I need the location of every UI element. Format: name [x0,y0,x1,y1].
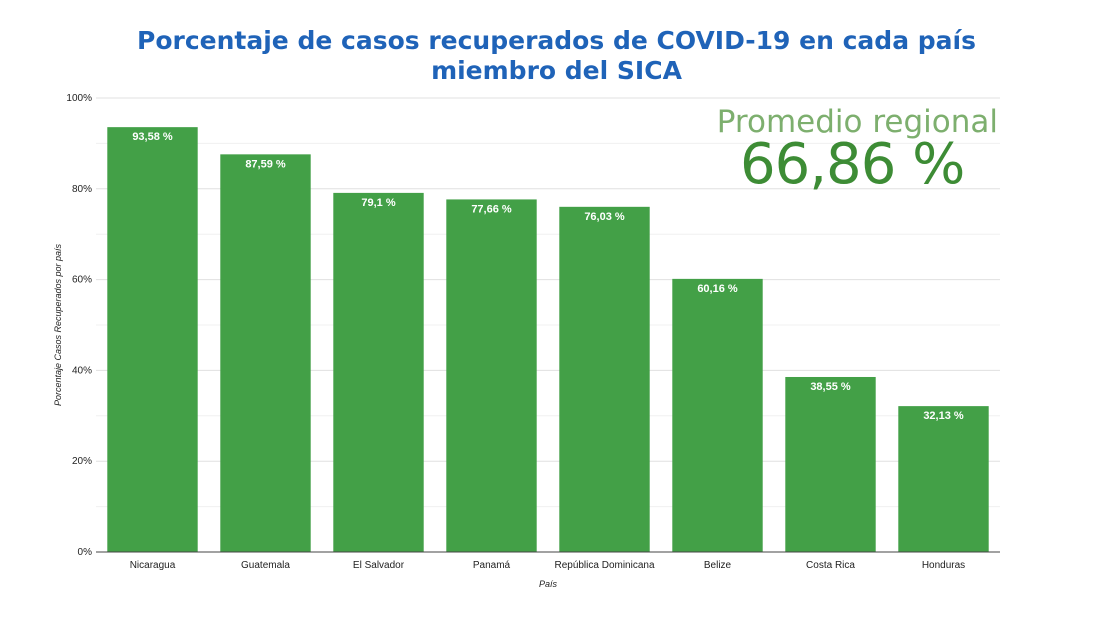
data-labels: 93,58 % 87,59 % 79,1 % 77,66 % 76,03 % 60,16 … [132,131,964,422]
chart-title-line-1: Porcentaje de casos recuperados de COVID… [137,26,976,55]
bar [220,154,311,552]
bar [785,376,876,552]
bar-value-label: 76,03 % [584,211,625,223]
x-category-label: Nicaragua [130,560,176,571]
chart-title-line-2: miembro del SICA [431,56,682,85]
category-labels: Nicaragua Guatemala El Salvador Panamá Repúb… [130,560,965,571]
x-category-label: Costa Rica [806,560,855,571]
bar [107,127,198,553]
bar [333,192,424,553]
bar [446,199,537,553]
regional-average-value: 66,86 % [740,132,965,197]
x-category-label: Panamá [473,560,511,571]
bar-value-label: 87,59 % [245,158,286,170]
bar-value-label: 77,66 % [471,203,512,215]
x-category-label: Honduras [922,560,965,571]
bar [898,406,989,552]
y-axis-ticks: 0% 20% 40% 60% 80% 100% [66,93,92,558]
bar-value-label: 79,1 % [361,197,395,209]
x-category-label: Guatemala [241,560,290,571]
y-tick-label: 100% [66,93,92,104]
bar-value-label: 38,55 % [810,381,851,393]
x-category-label: El Salvador [353,560,405,571]
x-category-label: Belize [704,560,732,571]
y-tick-label: 40% [72,365,92,376]
bar [559,206,650,553]
bar-value-label: 32,13 % [923,410,964,422]
bar [672,278,763,552]
y-tick-label: 80% [72,184,92,195]
y-tick-label: 60% [72,275,92,286]
y-tick-label: 20% [72,456,92,467]
x-axis-title: País [539,579,558,589]
regional-average-label: Promedio regional [716,104,998,140]
bar-value-label: 60,16 % [697,283,738,295]
y-tick-label: 0% [78,547,93,558]
chart-title: Porcentaje de casos recuperados de COVID… [0,26,1113,86]
bars [107,127,989,553]
x-category-label: República Dominicana [554,560,654,571]
bar-value-label: 93,58 % [132,131,173,143]
y-axis-title: Porcentaje Casos Recuperados por país [53,243,63,406]
